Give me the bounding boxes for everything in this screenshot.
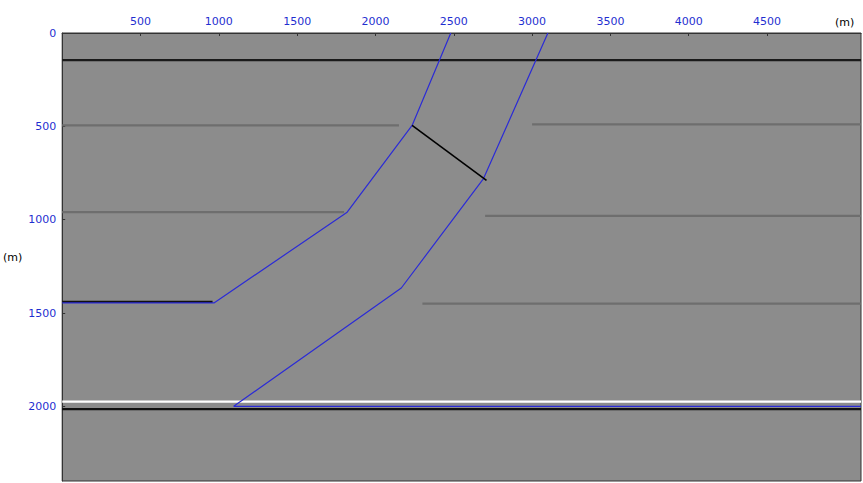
svg-text:4000: 4000 bbox=[675, 15, 703, 28]
svg-text:0: 0 bbox=[49, 27, 56, 40]
svg-text:1500: 1500 bbox=[28, 307, 56, 320]
svg-text:4500: 4500 bbox=[753, 15, 781, 28]
svg-text:1000: 1000 bbox=[28, 213, 56, 226]
svg-text:(m): (m) bbox=[835, 16, 854, 29]
svg-text:3000: 3000 bbox=[518, 15, 546, 28]
svg-text:500: 500 bbox=[130, 15, 151, 28]
svg-text:2000: 2000 bbox=[28, 400, 56, 413]
svg-text:(m): (m) bbox=[3, 251, 22, 264]
svg-text:2000: 2000 bbox=[361, 15, 389, 28]
svg-text:1000: 1000 bbox=[205, 15, 233, 28]
svg-text:2500: 2500 bbox=[440, 15, 468, 28]
svg-text:500: 500 bbox=[35, 120, 56, 133]
svg-text:3500: 3500 bbox=[596, 15, 624, 28]
svg-text:1500: 1500 bbox=[283, 15, 311, 28]
